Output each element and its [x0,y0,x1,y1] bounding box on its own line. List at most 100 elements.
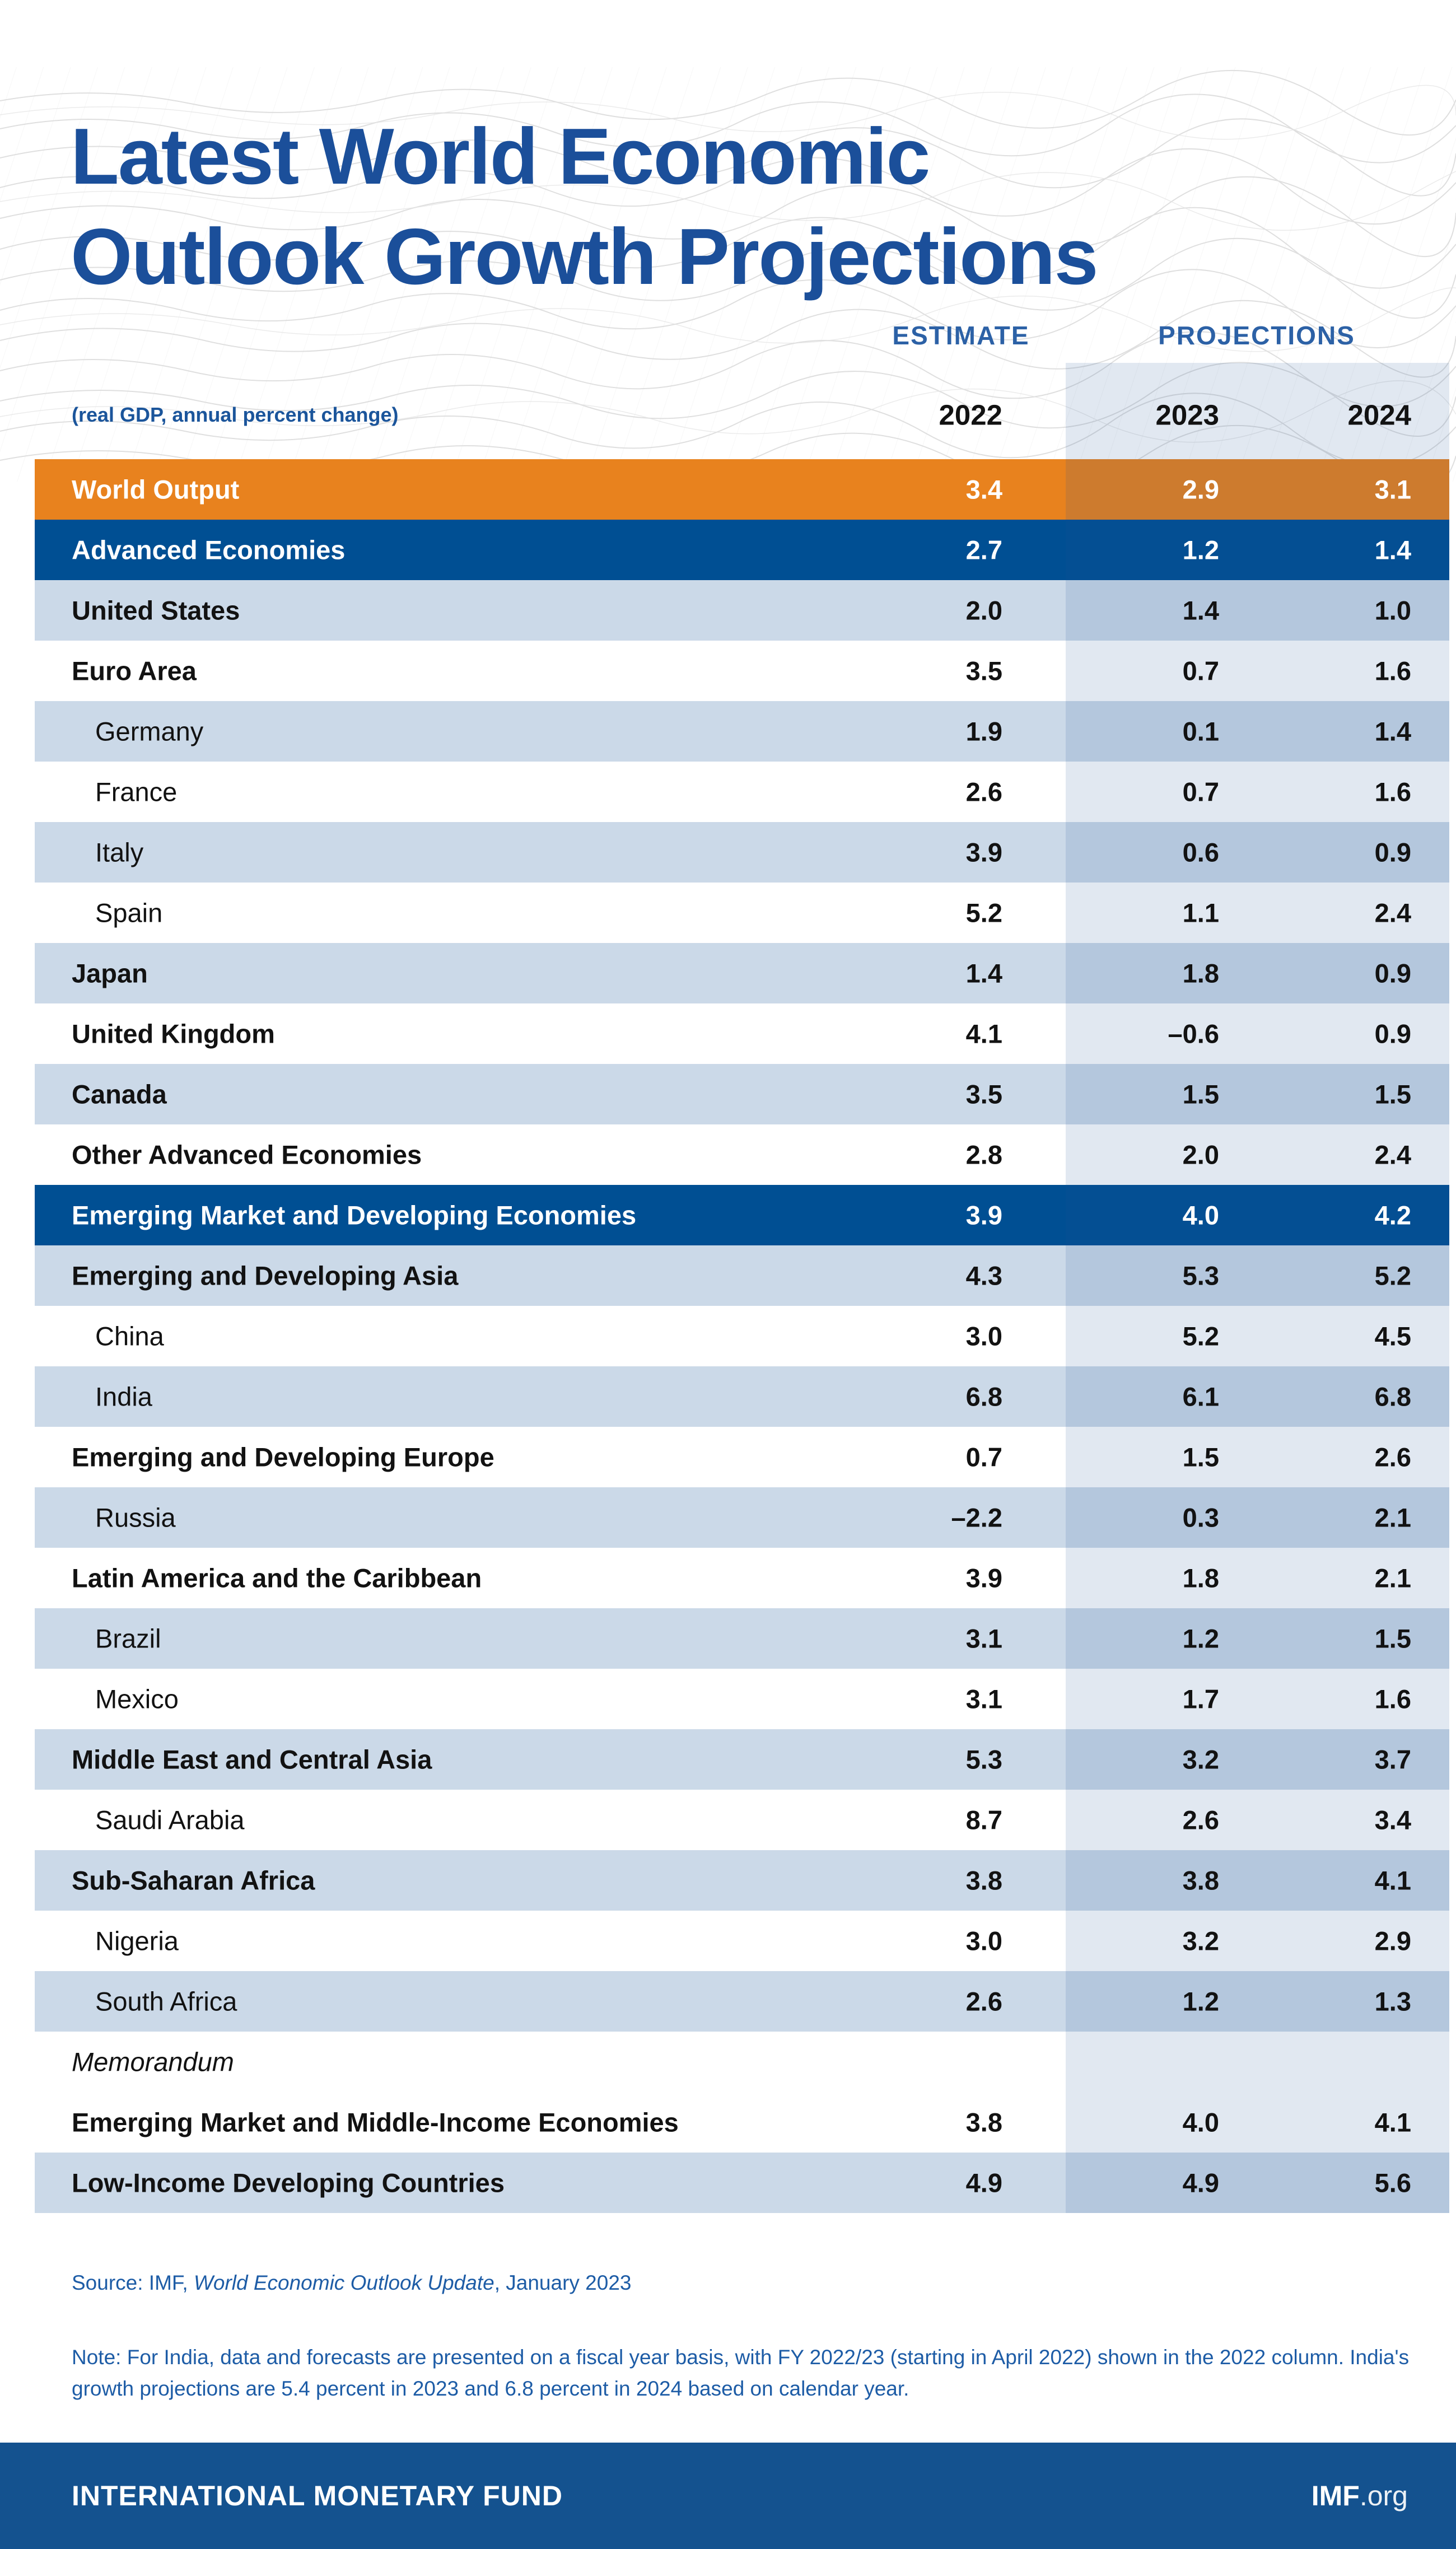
value-2022: 3.5 [965,1079,1002,1109]
row-label: Memorandum [72,2047,234,2077]
table-row: Memorandum [35,2032,1449,2092]
value-2022: 4.9 [965,2168,1002,2198]
table-row: Emerging and Developing Asia 4.3 5.3 5.2 [35,1245,1449,1306]
table-row: Italy 3.9 0.6 0.9 [35,822,1449,883]
background-contour-pattern [0,67,1456,482]
row-label: Low-Income Developing Countries [72,2168,505,2198]
value-2024: 4.1 [1374,1865,1411,1896]
value-2024: 3.7 [1374,1744,1411,1775]
value-2024: 4.2 [1374,1200,1411,1230]
table-subtitle: (real GDP, annual percent change) [72,403,399,426]
row-label: India [95,1381,152,1412]
year-2023-header: 2023 [1155,399,1219,431]
value-2024: 0.9 [1374,958,1411,988]
value-2024: 6.8 [1374,1381,1411,1412]
imf-org-bold: IMF [1311,2480,1360,2511]
table-row: Sub-Saharan Africa 3.8 3.8 4.1 [35,1850,1449,1911]
value-2022: 1.9 [965,716,1002,746]
value-2022: 3.1 [965,1623,1002,1654]
value-2023: 0.7 [1182,656,1219,686]
value-2023: 3.2 [1182,1744,1219,1775]
value-2022: 2.6 [965,777,1002,807]
india-note: Note: For India, data and forecasts are … [72,2346,1410,2400]
value-2023: 5.2 [1182,1321,1219,1351]
value-2022: 1.4 [965,958,1002,988]
page-title: Latest World Economic Outlook Growth Pro… [71,107,1099,307]
value-2022: 3.0 [965,1926,1002,1956]
row-label: South Africa [95,1986,237,2016]
source-line: Source: IMF, World Economic Outlook Upda… [72,2271,632,2295]
value-2022: 3.9 [965,1563,1002,1593]
value-2022: 5.3 [965,1744,1002,1775]
table-row: Brazil 3.1 1.2 1.5 [35,1608,1449,1669]
table-row: Emerging Market and Middle-Income Econom… [35,2092,1449,2153]
table-row: Canada 3.5 1.5 1.5 [35,1064,1449,1124]
value-2024: 4.5 [1374,1321,1411,1351]
value-2022: 0.7 [965,1442,1002,1472]
value-2024: 1.6 [1374,656,1411,686]
value-2023: 0.3 [1182,1502,1219,1533]
table-row: Euro Area 3.5 0.7 1.6 [35,641,1449,701]
table-row: Emerging and Developing Europe 0.7 1.5 2… [35,1427,1449,1487]
value-2024: 3.4 [1374,1805,1411,1835]
table-row: United States 2.0 1.4 1.0 [35,580,1449,641]
table-row: Mexico 3.1 1.7 1.6 [35,1669,1449,1729]
row-label: United Kingdom [72,1019,275,1049]
value-2022: –2.2 [951,1502,1002,1533]
row-label: Spain [95,898,163,928]
value-2024: 1.6 [1374,777,1411,807]
row-label: Advanced Economies [72,535,346,565]
value-2022: 2.8 [965,1140,1002,1170]
value-2022: 2.7 [965,535,1002,565]
value-2022: 3.0 [965,1321,1002,1351]
table-row: South Africa 2.6 1.2 1.3 [35,1971,1449,2032]
value-2023: 1.5 [1182,1442,1219,1472]
table-row: Advanced Economies 2.7 1.2 1.4 [35,520,1449,580]
value-2023: 6.1 [1182,1381,1219,1412]
row-label: Germany [95,716,204,746]
value-2022: 2.0 [965,595,1002,625]
value-2023: 4.0 [1182,2107,1219,2137]
table-row: Nigeria 3.0 3.2 2.9 [35,1911,1449,1971]
year-2024-header: 2024 [1347,399,1411,431]
table-row: World Output 3.4 2.9 3.1 [35,459,1449,520]
value-2023: 1.4 [1182,595,1219,625]
value-2023: 2.6 [1182,1805,1219,1835]
value-2024: 2.1 [1374,1502,1411,1533]
imf-org-link: IMF.org [1312,2480,1408,2512]
table-row: Low-Income Developing Countries 4.9 4.9 … [35,2153,1449,2213]
value-2024: 1.0 [1374,595,1411,625]
estimate-column-header: ESTIMATE [892,321,1030,350]
value-2022: 3.8 [965,2107,1002,2137]
value-2022: 4.3 [965,1261,1002,1291]
table-row: Emerging Market and Developing Economies… [35,1185,1449,1245]
value-2023: 1.7 [1182,1684,1219,1714]
row-label: United States [72,595,240,625]
value-2024: 1.5 [1374,1623,1411,1654]
value-2024: 2.1 [1374,1563,1411,1593]
value-2023: 2.0 [1182,1140,1219,1170]
value-2024: 4.1 [1374,2107,1411,2137]
table-row: Japan 1.4 1.8 0.9 [35,943,1449,1003]
value-2022: 3.8 [965,1865,1002,1896]
row-label: Latin America and the Caribbean [72,1563,482,1593]
value-2022: 2.6 [965,1986,1002,2016]
footer-org-name: INTERNATIONAL MONETARY FUND [72,2480,563,2511]
page-title-line1: Latest World Economic [71,112,930,202]
value-2024: 0.9 [1374,837,1411,867]
value-2023: 1.8 [1182,958,1219,988]
row-label: Japan [72,958,148,988]
table-row: India 6.8 6.1 6.8 [35,1366,1449,1427]
source-suffix: , January 2023 [494,2271,632,2294]
value-2024: 1.6 [1374,1684,1411,1714]
value-2022: 3.4 [965,474,1002,505]
value-2024: 5.6 [1374,2168,1411,2198]
value-2024: 2.6 [1374,1442,1411,1472]
value-2023: 0.1 [1182,716,1219,746]
row-label: Mexico [95,1684,179,1714]
row-label: Canada [72,1079,167,1109]
value-2024: 1.5 [1374,1079,1411,1109]
value-2023: 1.2 [1182,535,1219,565]
value-2024: 2.4 [1374,898,1411,928]
